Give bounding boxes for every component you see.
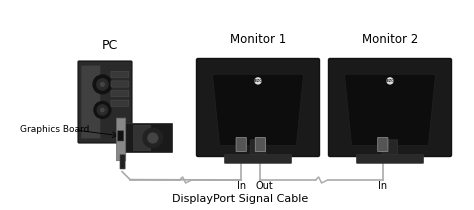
FancyBboxPatch shape <box>328 59 452 156</box>
FancyBboxPatch shape <box>81 66 100 139</box>
Text: DisplayPort Signal Cable: DisplayPort Signal Cable <box>172 194 308 204</box>
Circle shape <box>94 102 111 118</box>
Circle shape <box>255 78 261 84</box>
Text: Monitor 2: Monitor 2 <box>362 33 418 46</box>
FancyBboxPatch shape <box>78 61 132 143</box>
Text: Out: Out <box>255 181 273 191</box>
FancyBboxPatch shape <box>236 138 246 151</box>
FancyBboxPatch shape <box>111 71 129 77</box>
FancyBboxPatch shape <box>111 91 129 97</box>
Polygon shape <box>345 74 436 146</box>
Circle shape <box>387 78 393 84</box>
FancyBboxPatch shape <box>111 81 129 87</box>
FancyBboxPatch shape <box>197 59 319 156</box>
Circle shape <box>143 128 163 148</box>
Circle shape <box>148 133 158 143</box>
Text: In: In <box>378 181 387 191</box>
FancyBboxPatch shape <box>250 140 266 162</box>
Circle shape <box>93 75 112 94</box>
Text: EIZO: EIZO <box>254 79 263 83</box>
FancyBboxPatch shape <box>118 131 124 141</box>
Text: Graphics Board: Graphics Board <box>20 126 90 134</box>
FancyBboxPatch shape <box>378 138 388 151</box>
Text: In: In <box>237 181 246 191</box>
FancyBboxPatch shape <box>111 100 129 106</box>
Text: EIZO: EIZO <box>385 79 394 83</box>
FancyBboxPatch shape <box>225 155 292 163</box>
FancyBboxPatch shape <box>124 123 173 152</box>
FancyBboxPatch shape <box>133 125 151 151</box>
Circle shape <box>100 108 104 112</box>
Circle shape <box>97 79 108 90</box>
Circle shape <box>100 83 104 86</box>
FancyBboxPatch shape <box>120 155 125 169</box>
Text: PC: PC <box>102 39 118 52</box>
FancyBboxPatch shape <box>383 140 398 162</box>
FancyBboxPatch shape <box>255 138 265 151</box>
FancyBboxPatch shape <box>356 155 423 163</box>
Text: Monitor 1: Monitor 1 <box>230 33 286 46</box>
Circle shape <box>97 105 108 115</box>
FancyBboxPatch shape <box>117 118 126 161</box>
Polygon shape <box>212 74 304 146</box>
